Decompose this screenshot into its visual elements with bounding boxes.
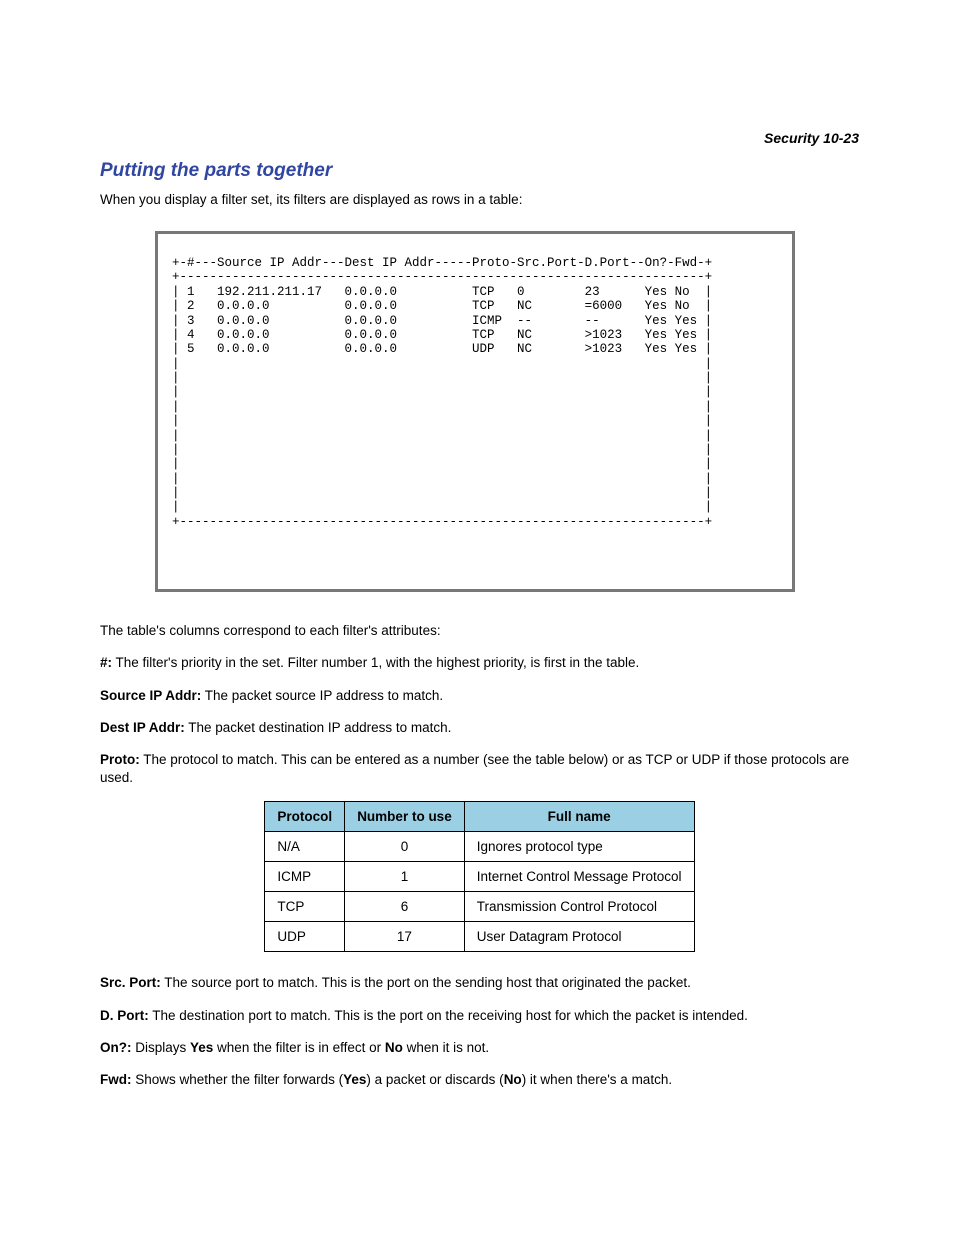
def-fwd-no: No bbox=[504, 1072, 522, 1087]
def-on-yes: Yes bbox=[190, 1040, 213, 1055]
columns-intro-text: The table's columns correspond to each f… bbox=[100, 622, 859, 640]
def-source: Source IP Addr: The packet source IP add… bbox=[100, 687, 859, 705]
cell-fullname: User Datagram Protocol bbox=[464, 922, 694, 952]
def-fwd-yes: Yes bbox=[343, 1072, 366, 1087]
def-source-text: The packet source IP address to match. bbox=[201, 688, 443, 703]
def-on-post: when it is not. bbox=[403, 1040, 489, 1055]
cell-protocol: N/A bbox=[265, 832, 345, 862]
cell-protocol: UDP bbox=[265, 922, 345, 952]
def-proto: Proto: The protocol to match. This can b… bbox=[100, 751, 859, 787]
table-header-row: Protocol Number to use Full name bbox=[265, 802, 694, 832]
def-on-no: No bbox=[385, 1040, 403, 1055]
def-proto-text: The protocol to match. This can be enter… bbox=[100, 752, 849, 785]
cell-number: 1 bbox=[345, 862, 465, 892]
def-hash-term: #: bbox=[100, 655, 112, 670]
def-hash-text: The filter's priority in the set. Filter… bbox=[112, 655, 639, 670]
def-hash: #: The filter's priority in the set. Fil… bbox=[100, 654, 859, 672]
def-dport-text: The destination port to match. This is t… bbox=[149, 1008, 748, 1023]
cell-fullname: Internet Control Message Protocol bbox=[464, 862, 694, 892]
cell-number: 6 bbox=[345, 892, 465, 922]
page-container: Security 10-23 Putting the parts togethe… bbox=[0, 0, 954, 1163]
def-fwd-pre: Shows whether the filter forwards ( bbox=[132, 1072, 344, 1087]
def-fwd: Fwd: Shows whether the filter forwards (… bbox=[100, 1071, 859, 1089]
def-proto-term: Proto: bbox=[100, 752, 140, 767]
cell-fullname: Transmission Control Protocol bbox=[464, 892, 694, 922]
def-dport: D. Port: The destination port to match. … bbox=[100, 1007, 859, 1025]
def-on-term: On?: bbox=[100, 1040, 132, 1055]
def-on-pre: Displays bbox=[132, 1040, 191, 1055]
intro-text: When you display a filter set, its filte… bbox=[100, 192, 859, 207]
def-fwd-term: Fwd: bbox=[100, 1072, 132, 1087]
protocol-table: Protocol Number to use Full name N/A 0 I… bbox=[264, 801, 694, 952]
def-on-mid: when the filter is in effect or bbox=[213, 1040, 385, 1055]
def-dest-term: Dest IP Addr: bbox=[100, 720, 185, 735]
def-fwd-mid: ) a packet or discards ( bbox=[366, 1072, 503, 1087]
filter-set-terminal: +-#---Source IP Addr---Dest IP Addr-----… bbox=[155, 231, 795, 592]
def-dport-term: D. Port: bbox=[100, 1008, 149, 1023]
def-srcport-term: Src. Port: bbox=[100, 975, 161, 990]
table-row: UDP 17 User Datagram Protocol bbox=[265, 922, 694, 952]
def-dest: Dest IP Addr: The packet destination IP … bbox=[100, 719, 859, 737]
cell-protocol: ICMP bbox=[265, 862, 345, 892]
def-dest-text: The packet destination IP address to mat… bbox=[185, 720, 452, 735]
running-header: Security 10-23 bbox=[100, 130, 859, 146]
cell-fullname: Ignores protocol type bbox=[464, 832, 694, 862]
def-on: On?: Displays Yes when the filter is in … bbox=[100, 1039, 859, 1057]
section-heading: Putting the parts together bbox=[100, 160, 859, 182]
table-row: ICMP 1 Internet Control Message Protocol bbox=[265, 862, 694, 892]
th-protocol: Protocol bbox=[265, 802, 345, 832]
th-fullname: Full name bbox=[464, 802, 694, 832]
def-source-term: Source IP Addr: bbox=[100, 688, 201, 703]
cell-number: 0 bbox=[345, 832, 465, 862]
th-number: Number to use bbox=[345, 802, 465, 832]
def-fwd-post: ) it when there's a match. bbox=[522, 1072, 672, 1087]
table-row: N/A 0 Ignores protocol type bbox=[265, 832, 694, 862]
cell-number: 17 bbox=[345, 922, 465, 952]
table-row: TCP 6 Transmission Control Protocol bbox=[265, 892, 694, 922]
def-srcport-text: The source port to match. This is the po… bbox=[161, 975, 691, 990]
cell-protocol: TCP bbox=[265, 892, 345, 922]
def-srcport: Src. Port: The source port to match. Thi… bbox=[100, 974, 859, 992]
